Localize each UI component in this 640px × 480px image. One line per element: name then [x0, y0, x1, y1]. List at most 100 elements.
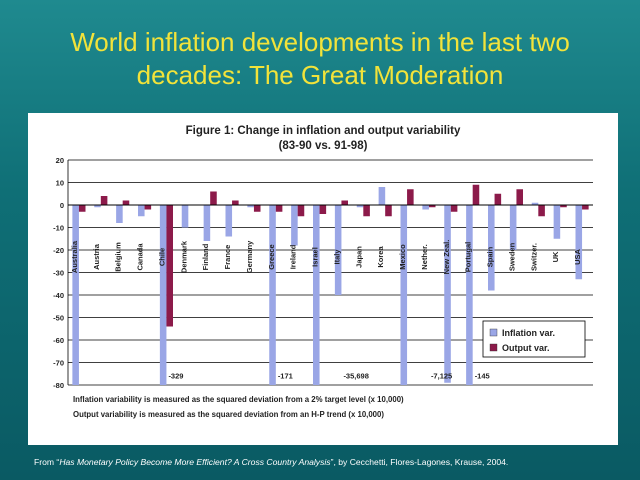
output-bar [319, 205, 327, 214]
output-bar [494, 193, 502, 205]
category-label: Switzer. [529, 243, 538, 271]
output-bar [297, 205, 305, 217]
output-bar [363, 205, 370, 217]
category-label: Australia [70, 240, 79, 273]
slide-title: World inflation developments in the last… [20, 26, 620, 92]
output-bar [472, 184, 480, 205]
category-label: Japan [354, 246, 363, 268]
y-tick-label: -60 [53, 336, 64, 345]
output-bar [275, 205, 283, 212]
chart-title: Figure 1: Change in inflation and output… [186, 125, 461, 137]
category-label: Belgium [114, 242, 123, 272]
y-tick-label: -70 [53, 359, 64, 368]
inflation-bar [159, 205, 167, 385]
y-tick-label: 10 [56, 179, 64, 188]
truncated-value-label: -145 [475, 371, 490, 380]
inflation-bar [138, 205, 145, 217]
inflation-bar [72, 205, 79, 385]
inflation-bar [378, 187, 386, 205]
truncated-value-label: -171 [278, 371, 293, 380]
output-bar [450, 205, 458, 212]
inflation-bar [94, 205, 101, 208]
category-label: Finland [201, 243, 210, 270]
chart-subtitle: (83-90 vs. 91-98) [279, 140, 368, 152]
category-label: UK [551, 251, 560, 262]
category-label: Nether. [420, 244, 429, 269]
output-bar [582, 205, 589, 210]
output-bar [516, 189, 523, 205]
category-label: Canada [136, 243, 145, 271]
category-label: Mexico [398, 244, 407, 270]
output-bar [100, 196, 108, 205]
truncated-value-label: -35,698 [343, 371, 368, 380]
category-label: Chile [157, 248, 166, 266]
inflation-output-chart: Figure 1: Change in inflation and output… [53, 125, 593, 419]
category-label: Austria [92, 243, 101, 270]
inflation-bar [531, 202, 539, 205]
y-tick-label: 0 [60, 201, 64, 210]
truncated-value-label: -7,125 [431, 371, 452, 380]
output-bar [166, 205, 173, 327]
output-bar [560, 205, 567, 208]
category-label: Germany [245, 240, 254, 273]
inflation-bar [313, 205, 320, 385]
legend-swatch-inflation [489, 328, 498, 337]
inflation-bar [203, 205, 211, 241]
inflation-bar [553, 205, 561, 239]
source-prefix: From “ [34, 457, 60, 467]
category-label: Israel [311, 247, 320, 267]
category-label: Sweden [507, 242, 516, 271]
output-bar [428, 205, 436, 208]
output-bar [78, 205, 86, 212]
category-label: Italy [332, 249, 341, 265]
inflation-bar [356, 205, 364, 208]
inflation-bar [466, 205, 473, 385]
output-bar [385, 205, 392, 217]
category-label: France [223, 245, 232, 270]
category-label: Ireland [289, 244, 298, 269]
chart-note: Inflation variability is measured as the… [73, 395, 404, 404]
output-bar [538, 205, 545, 217]
inflation-bar [269, 205, 276, 385]
inflation-bar [575, 205, 583, 280]
y-tick-label: -10 [53, 224, 64, 233]
source-citation: From “Has Monetary Policy Become More Ef… [34, 457, 508, 467]
category-label: Greece [267, 244, 276, 269]
inflation-bar [247, 205, 254, 208]
inflation-bar [116, 205, 123, 223]
inflation-bar [291, 205, 298, 246]
output-bar [122, 200, 130, 205]
category-label: USA [573, 249, 582, 265]
legend-label-output: Output var. [502, 343, 550, 353]
y-tick-label: 20 [56, 156, 64, 165]
y-tick-label: -50 [53, 314, 64, 323]
inflation-bar [181, 205, 189, 228]
y-tick-label: -80 [53, 381, 64, 390]
y-tick-label: -30 [53, 269, 64, 278]
category-label: New Zeal. [442, 240, 451, 275]
inflation-bar [225, 205, 233, 237]
category-label: Portugal [464, 242, 473, 272]
source-paper-title: Has Monetary Policy Become More Efficien… [59, 457, 331, 467]
category-label: Spain [486, 246, 495, 267]
source-suffix: ”, by Cecchetti, Flores-Lagones, Krause,… [330, 457, 509, 467]
output-bar [407, 189, 414, 205]
inflation-bar [400, 205, 408, 385]
output-bar [232, 200, 239, 205]
slide-title-line-1: World inflation developments in the last… [70, 27, 570, 57]
inflation-bar [334, 205, 342, 295]
output-bar [144, 205, 152, 210]
legend-label-inflation: Inflation var. [502, 328, 555, 338]
slide-title-line-2: decades: The Great Moderation [136, 60, 504, 90]
chart-note: Output variability is measured as the sq… [73, 410, 384, 419]
inflation-bar [444, 205, 451, 383]
inflation-bar [509, 205, 517, 250]
legend-box [482, 320, 586, 358]
y-tick-label: -40 [53, 291, 64, 300]
category-label: Denmark [179, 240, 188, 273]
inflation-bar [488, 205, 495, 291]
output-bar [253, 205, 261, 212]
legend-swatch-output [489, 343, 498, 352]
truncated-value-label: -329 [168, 371, 183, 380]
inflation-bar [422, 205, 429, 210]
